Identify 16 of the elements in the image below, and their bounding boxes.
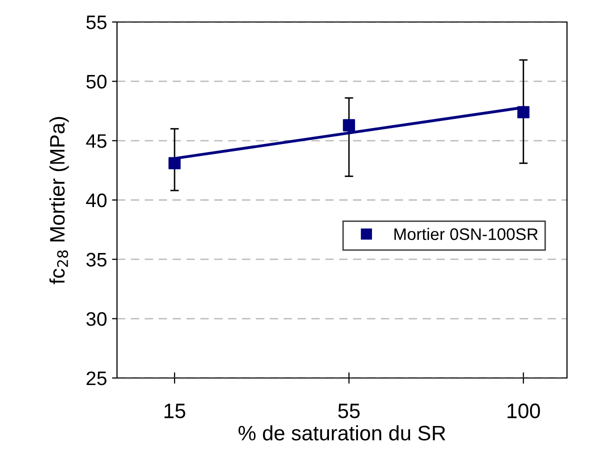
x-tick-label: 55 bbox=[338, 404, 360, 418]
y-tick-label: 50 bbox=[86, 74, 107, 89]
legend-label: Mortier 0SN-100SR bbox=[394, 228, 538, 240]
x-tick-label: 15 bbox=[164, 404, 186, 418]
x-axis-title: % de saturation du SR bbox=[238, 425, 446, 440]
y-tick-label: 35 bbox=[86, 252, 106, 267]
y-tick-label: 25 bbox=[86, 371, 106, 386]
y-tick-label: 45 bbox=[86, 134, 106, 148]
x-tick-label: 100 bbox=[508, 404, 540, 418]
y-tick-label: 55 bbox=[86, 16, 106, 30]
point bbox=[342, 119, 356, 132]
y-tick-label: 40 bbox=[86, 193, 107, 208]
point bbox=[168, 157, 181, 170]
y-axis-title: fc$_{28}$ Mortier (MPa) bbox=[49, 117, 69, 284]
point bbox=[517, 106, 530, 118]
y-tick-label: 30 bbox=[86, 312, 107, 326]
